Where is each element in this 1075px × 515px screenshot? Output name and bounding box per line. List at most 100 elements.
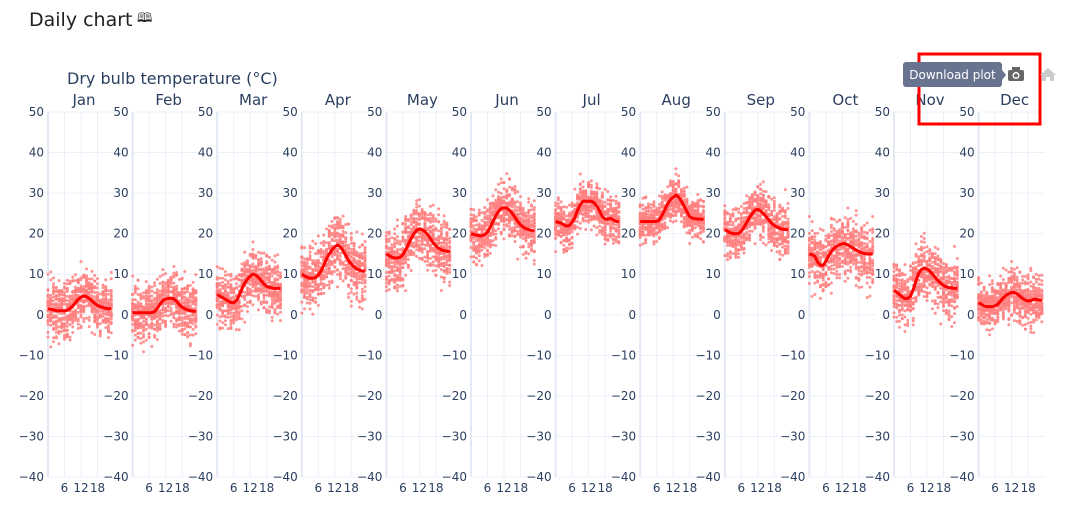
scatter-point [54,319,58,323]
scatter-point [104,289,108,293]
scatter-point [532,213,536,217]
scatter-point [109,321,113,325]
scatter-point [595,182,599,186]
scatter-point [303,284,307,288]
scatter-point [85,291,88,295]
scatter-point [254,254,258,258]
scatter-point [609,204,613,208]
scatter-point [71,279,75,283]
scatter-point [475,215,478,219]
scatter-point [499,181,503,185]
scatter-point [68,323,72,327]
scatter-point [172,291,176,295]
scatter-point [186,315,190,319]
scatter-point [161,289,165,293]
scatter-point [71,294,75,298]
scatter-point [226,293,230,297]
panel-title: Feb [155,91,182,109]
scatter-point [278,271,282,275]
panel-title: Apr [325,91,352,109]
scatter-point [589,204,593,208]
scatter-point [223,323,227,327]
y-tick-label: −10 [611,348,636,362]
scatter-point [516,208,520,212]
scatter-point [423,255,427,259]
scatter-point [153,301,157,305]
scatter-point [349,255,353,259]
scatter-point [305,301,309,305]
scatter-point [448,283,452,287]
scatter-point [142,333,146,337]
scatter-point [229,325,233,329]
scatter-point [85,267,88,271]
scatter-point [153,335,157,339]
scatter-point [524,251,528,255]
scatter-point [611,206,615,210]
scatter-point [158,322,162,326]
scatter-point [360,287,364,291]
scatter-point [308,250,312,254]
scatter-point [510,201,514,205]
scatter-point [65,324,69,328]
scatter-point [442,252,446,256]
scatter-point [559,229,563,233]
scatter-point [384,289,388,293]
scatter-point [437,263,441,267]
scatter-point [584,189,588,193]
y-tick-label: 50 [283,105,298,119]
scatter-point [349,304,353,308]
scatter-point [327,234,331,238]
scatter-point [519,195,522,199]
scatter-point [415,239,419,243]
scatter-point [60,288,64,292]
scatter-point [180,321,184,325]
scatter-point [90,269,94,273]
scatter-point [251,265,255,269]
scatter-point [276,304,280,308]
scatter-point [502,228,506,232]
scatter-point [330,255,334,259]
scatter-point [491,243,495,247]
scatter-point [215,265,219,269]
scatter-point [46,293,50,297]
scatter-point [107,301,110,305]
scatter-point [169,277,173,281]
scatter-point [188,321,192,325]
scatter-point [79,324,83,328]
scatter-point [85,282,88,286]
scatter-point [240,262,244,266]
scatter-point [344,269,348,273]
scatter-point [338,277,342,281]
scatter-point [215,322,219,326]
book-icon[interactable]: 🕮 [137,11,153,26]
scatter-point [336,238,340,242]
scatter-point [60,312,64,316]
scatter-point [229,278,233,282]
scatter-point [428,225,432,229]
scatter-point [101,299,105,303]
scatter-point [322,275,326,279]
scatter-point [303,257,307,261]
scatter-point [384,260,388,264]
scatter-point [469,217,473,221]
scatter-point [387,278,391,282]
scatter-point [319,276,323,280]
scatter-point [554,228,558,232]
scatter-point [101,320,105,324]
scatter-point [431,263,435,267]
scatter-point [90,286,94,290]
scatter-point [415,235,419,239]
scatter-point [483,228,487,232]
scatter-point [276,264,280,268]
scatter-point [347,266,351,270]
scatter-point [510,197,514,201]
scatter-point [576,220,580,224]
scatter-point [65,321,69,325]
scatter-point [87,315,91,319]
scatter-point [155,292,159,296]
scatter-point [426,263,430,267]
scatter-point [516,257,520,261]
scatter-point [251,248,255,252]
scatter-point [65,305,69,309]
scatter-point [194,291,198,295]
